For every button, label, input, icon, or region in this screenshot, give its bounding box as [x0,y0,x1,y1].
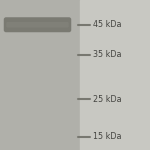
Text: 45 kDa: 45 kDa [93,20,122,29]
FancyBboxPatch shape [4,17,71,32]
Bar [80,0,150,150]
FancyBboxPatch shape [6,22,69,28]
Text: 25 kDa: 25 kDa [93,94,122,103]
Text: 15 kDa: 15 kDa [93,132,122,141]
Bar [0,0,80,150]
Text: 35 kDa: 35 kDa [93,50,122,59]
